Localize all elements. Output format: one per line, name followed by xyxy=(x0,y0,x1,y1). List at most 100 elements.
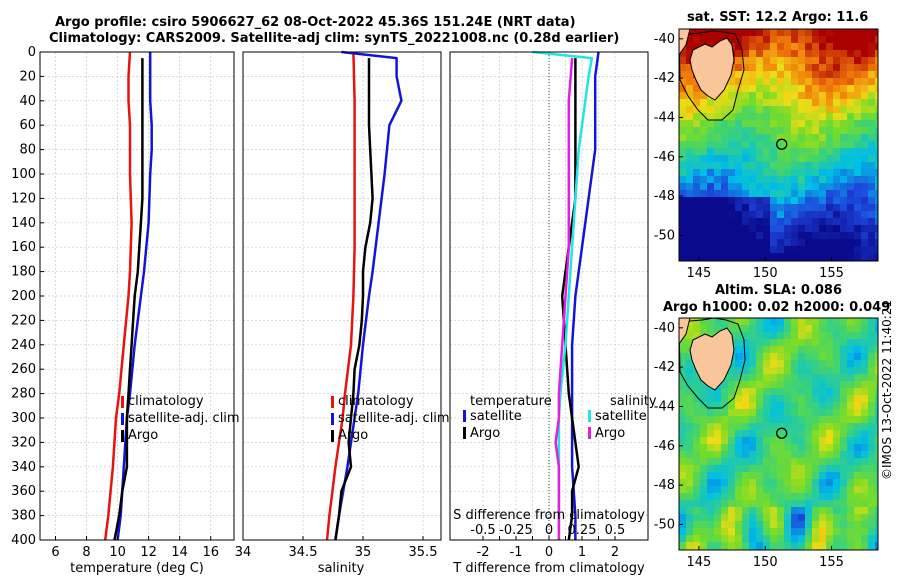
heat-cell xyxy=(721,528,729,536)
heat-cell xyxy=(777,493,785,501)
heat-cell xyxy=(812,353,820,361)
heat-cell xyxy=(742,120,750,128)
heat-cell xyxy=(686,472,694,480)
heat-cell xyxy=(686,493,694,501)
heat-cell xyxy=(791,423,799,431)
heat-cell xyxy=(707,253,715,261)
heat-cell xyxy=(840,514,848,522)
heat-cell xyxy=(777,444,785,452)
heat-cell xyxy=(868,346,876,354)
heat-cell xyxy=(756,521,764,529)
heat-cell xyxy=(777,246,785,254)
heat-cell xyxy=(805,197,813,205)
heat-cell xyxy=(728,500,736,508)
heat-cell xyxy=(714,190,722,198)
heat-cell xyxy=(742,113,750,121)
heat-cell xyxy=(763,232,771,240)
heat-cell xyxy=(728,176,736,184)
heat-cell xyxy=(805,176,813,184)
heat-cell xyxy=(693,444,701,452)
heat-cell xyxy=(861,64,869,72)
salinity-x-axis: 34 34.5 35 35.5 xyxy=(235,536,437,560)
heat-cell xyxy=(847,155,855,163)
heat-cell xyxy=(784,332,792,340)
heat-cell xyxy=(861,514,869,522)
heat-cell xyxy=(840,451,848,459)
heat-cell xyxy=(819,239,827,247)
heat-cell xyxy=(777,318,785,326)
heat-cell xyxy=(854,521,862,529)
heat-cell xyxy=(693,451,701,459)
heat-cell xyxy=(868,134,876,142)
heat-cell xyxy=(735,542,743,550)
heat-cell xyxy=(833,36,841,44)
heat-cell xyxy=(784,381,792,389)
heat-cell xyxy=(805,225,813,233)
heat-cell xyxy=(875,409,878,417)
heat-cell xyxy=(700,162,708,170)
heat-cell xyxy=(805,113,813,121)
heat-cell xyxy=(875,113,878,121)
heat-cell xyxy=(777,339,785,347)
heat-cell xyxy=(686,535,694,543)
heat-cell xyxy=(721,106,729,114)
heat-cell xyxy=(756,472,764,480)
heat-cell xyxy=(756,500,764,508)
heat-cell xyxy=(749,465,757,473)
heat-cell xyxy=(770,500,778,508)
heat-cell xyxy=(784,183,792,191)
heat-cell xyxy=(798,85,806,93)
heat-cell xyxy=(679,402,687,410)
heat-cell xyxy=(812,29,820,37)
heat-cell xyxy=(700,437,708,445)
heat-cell xyxy=(693,402,701,410)
heat-cell xyxy=(763,141,771,149)
heat-cell xyxy=(798,325,806,333)
heat-cell xyxy=(812,430,820,438)
heat-cell xyxy=(868,64,876,72)
heat-cell xyxy=(763,57,771,65)
heat-cell xyxy=(854,120,862,128)
heat-cell xyxy=(770,64,778,72)
heat-cell xyxy=(700,134,708,142)
heat-cell xyxy=(875,395,878,403)
heat-cell xyxy=(875,332,878,340)
heat-cell xyxy=(756,423,764,431)
temperature-xlabel: temperature (deg C) xyxy=(70,561,204,576)
heat-cell xyxy=(770,176,778,184)
heat-cell xyxy=(861,381,869,389)
heat-cell xyxy=(847,500,855,508)
heat-cell xyxy=(777,106,785,114)
heat-cell xyxy=(735,239,743,247)
heat-cell xyxy=(742,92,750,100)
heat-cell xyxy=(826,99,834,107)
heat-cell xyxy=(819,64,827,72)
heat-cell xyxy=(728,535,736,543)
salinity-frame xyxy=(242,51,442,541)
series-line-s-argo xyxy=(554,58,574,540)
salinity-gridlines xyxy=(242,51,441,541)
heat-cell xyxy=(798,472,806,480)
heat-cell xyxy=(700,409,708,417)
heat-cell xyxy=(770,218,778,226)
heat-cell xyxy=(833,204,841,212)
heat-cell xyxy=(770,71,778,79)
heat-cell xyxy=(840,155,848,163)
heat-cell xyxy=(735,528,743,536)
heat-cell xyxy=(798,232,806,240)
heat-cell xyxy=(770,225,778,233)
x-tick-label: 16 xyxy=(202,545,219,560)
heat-cell xyxy=(770,388,778,396)
heat-cell xyxy=(735,451,743,459)
heat-cell xyxy=(854,332,862,340)
heat-cell xyxy=(693,395,701,403)
heat-cell xyxy=(756,535,764,543)
heat-cell xyxy=(840,535,848,543)
heat-cell xyxy=(763,451,771,459)
heat-cell xyxy=(819,183,827,191)
heat-cell xyxy=(868,360,876,368)
heat-cell xyxy=(791,479,799,487)
heat-cell xyxy=(791,542,799,550)
heat-cell xyxy=(798,29,806,37)
heat-cell xyxy=(875,134,878,142)
